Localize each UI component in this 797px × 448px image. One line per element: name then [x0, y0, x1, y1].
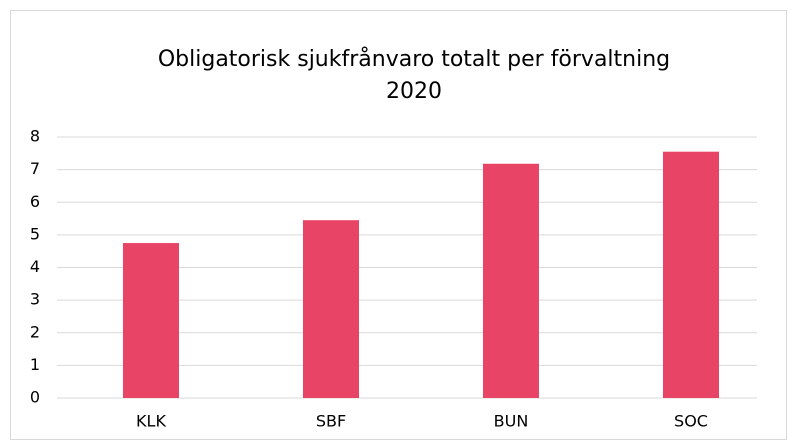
bar [483, 163, 539, 398]
x-tick-label: BUN [494, 412, 529, 431]
y-tick-label: 1 [30, 355, 40, 374]
x-tick-label: KLK [136, 412, 166, 431]
chart-title: Obligatorisk sjukfrånvaro totalt per för… [158, 46, 670, 72]
y-tick-label: 5 [30, 224, 40, 243]
chart-subtitle: 2020 [386, 79, 442, 104]
y-tick-label: 8 [30, 127, 40, 146]
x-tick-label: SOC [674, 412, 708, 431]
y-tick-label: 2 [30, 322, 40, 341]
bar [303, 220, 359, 398]
x-tick-label: SBF [316, 412, 346, 431]
y-tick-label: 0 [30, 388, 40, 407]
y-tick-label: 3 [30, 290, 40, 309]
bar [123, 243, 179, 398]
y-tick-label: 4 [30, 257, 40, 276]
y-tick-label: 7 [30, 159, 40, 178]
y-tick-label: 6 [30, 192, 40, 211]
bar [663, 151, 719, 398]
